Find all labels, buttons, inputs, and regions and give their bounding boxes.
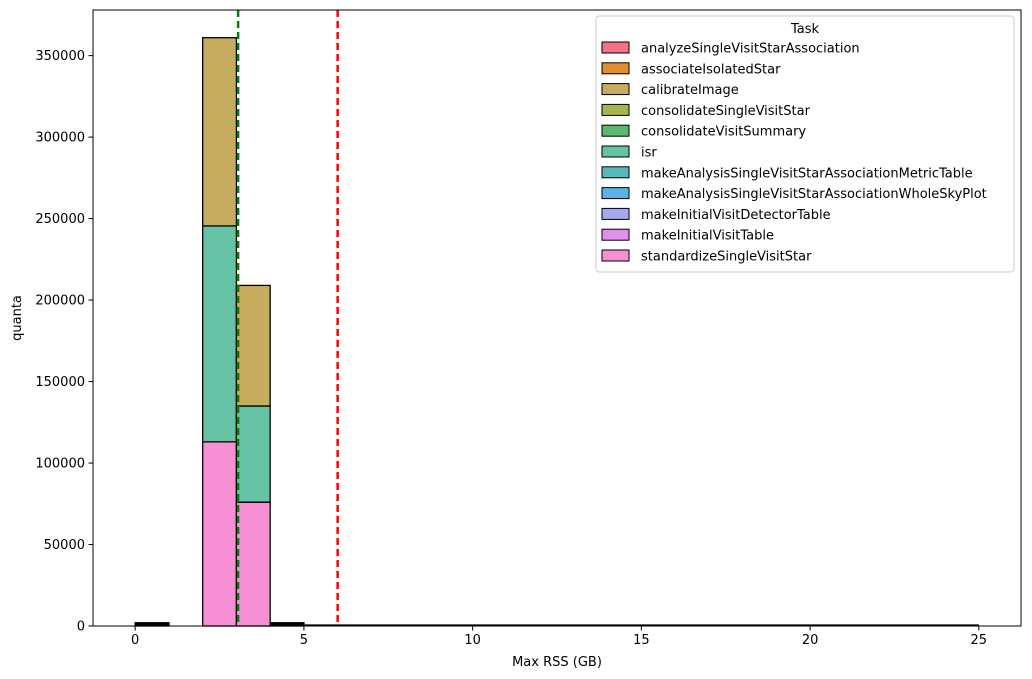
bar-bin-3-calibrateImage [235,284,271,407]
y-tick-label: 350000 [35,49,85,64]
x-ticks-group: 0 5 10 15 20 25 [131,626,987,648]
x-tick-label: 20 [802,633,819,648]
y-tick-label: 200000 [35,294,85,309]
legend-label-makeInitialVisitTable: makeInitialVisitTable [641,229,774,244]
plot-frame [92,9,1022,627]
x-tick-label: 5 [300,633,308,648]
bar-bin-0-calibrateImage [134,622,170,625]
legend-swatch-makeAnalysisSingleVisitStarAssociationWholeSkyPlot [601,187,630,200]
y-tick-label: 0 [77,620,85,635]
legend-swatch-associateIsolatedStar [601,62,630,75]
legend-label-makeInitialVisitDetectorTable: makeInitialVisitDetectorTable [641,208,831,223]
bars-group [134,37,979,627]
legend-swatch-standardizeSingleVisitStar [601,249,630,262]
x-tick-label: 0 [131,633,139,648]
legend-swatch-consolidateSingleVisitStar [601,103,630,116]
bar-bin-2-standardizeSingleVisitStar [202,441,238,627]
y-tick-label: 150000 [35,375,85,390]
y-axis-label: quanta [10,295,25,341]
x-tick-label: 15 [633,633,650,648]
y-tick-label: 250000 [35,212,85,227]
legend-label-consolidateVisitSummary: consolidateVisitSummary [641,125,806,140]
legend-swatch-makeInitialVisitDetectorTable [601,207,630,220]
vertical-lines-group [236,10,339,626]
legend-swatch-makeInitialVisitTable [601,228,630,241]
x-axis-label: Max RSS (GB) [512,655,602,670]
legend-swatch-analyzeSingleVisitStarAssociation [601,41,630,54]
y-tick-label: 300000 [35,131,85,146]
x-tick-label: 25 [971,633,988,648]
legend-swatch-isr [601,145,630,158]
legend-label-makeAnalysisSingleVisitStarAssociationMetricTable: makeAnalysisSingleVisitStarAssociationMe… [641,166,973,181]
legend-swatch-consolidateVisitSummary [601,124,630,137]
y-ticks-group: 0 50000 100000 150000 200000 250000 300000 3500… [35,49,93,635]
bar-bin-2-calibrateImage [202,37,238,227]
bar-bin-3-standardizeSingleVisitStar [235,501,271,627]
legend-swatch-makeAnalysisSingleVisitStarAssociationMetricTable [601,166,630,179]
x-tick-label: 10 [464,633,481,648]
legend-label-consolidateSingleVisitStar: consolidateSingleVisitStar [641,104,811,119]
legend-label-standardizeSingleVisitStar: standardizeSingleVisitStar [641,250,812,265]
legend-label-isr: isr [641,146,657,161]
bar-bin-4-consolidateVisitSummary [269,622,305,625]
y-tick-label: 50000 [44,538,85,553]
y-tick-label: 100000 [35,457,85,472]
legend-label-associateIsolatedStar: associateIsolatedStar [641,62,781,77]
bar-bin-2-isr [202,225,238,443]
legend-swatch-calibrateImage [601,83,630,96]
legend: Task analyzeSingleVisitStarAssociation as… [595,15,1015,273]
legend-label-makeAnalysisSingleVisitStarAssociationWholeSkyPlot: makeAnalysisSingleVisitStarAssociationWh… [641,187,987,202]
legend-label-calibrateImage: calibrateImage [641,83,739,98]
legend-label-analyzeSingleVisitStarAssociation: analyzeSingleVisitStarAssociation [641,42,860,57]
legend-box [595,15,1015,273]
bar-bin-3-isr [235,405,271,503]
legend-title: Task [790,22,820,37]
